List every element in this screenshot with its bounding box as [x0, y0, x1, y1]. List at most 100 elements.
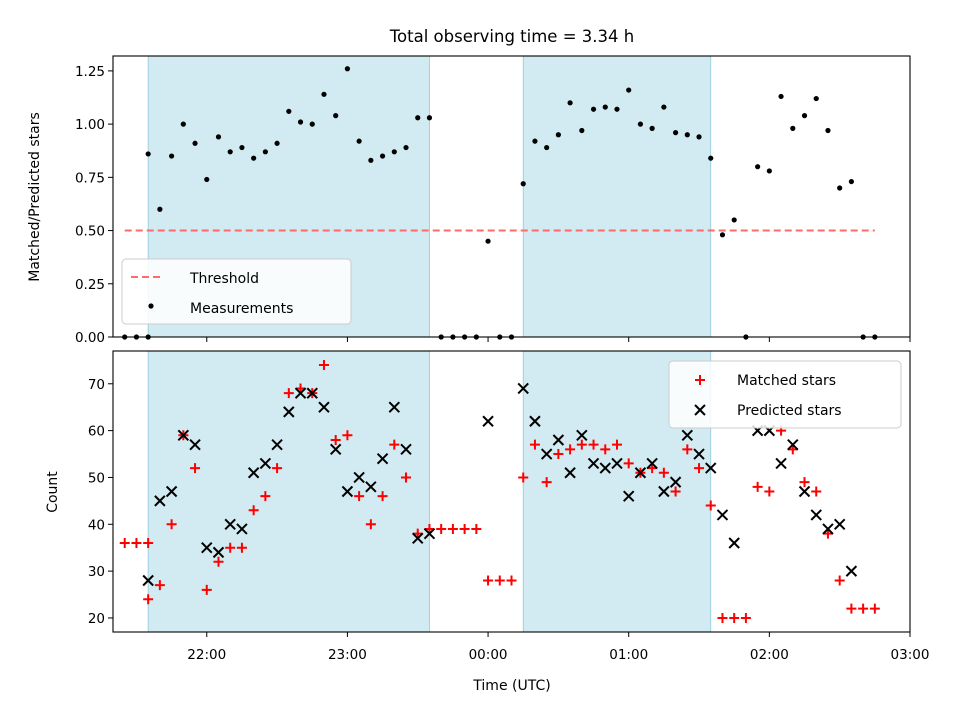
top-ytick-label-3: 0.75: [75, 170, 105, 186]
top-measurements-point-60: [813, 95, 819, 102]
x-axis-label: Time (UTC): [472, 678, 550, 694]
bottom-matched-stars-point-12: [248, 505, 259, 516]
top-measurements-point-53: [731, 217, 737, 223]
top-measurements-point-27: [426, 115, 433, 121]
top-panel: 0.00 0.25 0.50 0.75 1.00 1.25 Matched/Predict…: [27, 55, 911, 346]
bottom-predicted-stars-point-14: [306, 387, 318, 399]
bottom-matched-stars-point-53: [729, 612, 740, 623]
top-measurements-point-18: [321, 91, 327, 97]
top-measurements-point-11: [239, 144, 245, 151]
top-ytick-label-4: 1.00: [75, 117, 105, 133]
top-measurements-point-7: [192, 140, 198, 146]
top-measurements-point-39: [567, 100, 573, 106]
bottom-predicted-stars-point-24: [423, 527, 436, 540]
xtick-label-0: 22:00: [187, 647, 226, 663]
bottom-matched-stars-point-59: [799, 477, 810, 488]
bottom-predicted-stars-point-41: [693, 448, 705, 460]
bottom-matched-stars-point-47: [658, 467, 669, 478]
bottom-matched-stars-point-48: [670, 486, 681, 497]
bottom-matched-stars-point-31: [471, 523, 482, 534]
bottom-predicted-stars-point-44: [728, 537, 740, 549]
top-measurements-point-51: [708, 155, 714, 161]
bottom-matched-stars-point-42: [600, 444, 611, 455]
bottom-matched-stars-point-55: [752, 481, 763, 492]
bottom-matched-stars-point-43: [611, 439, 622, 450]
bottom-predicted-stars-point-12: [283, 406, 295, 418]
bottom-matched-stars-point-63: [846, 603, 857, 614]
bottom-predicted-stars-point-17: [341, 485, 354, 498]
bottom-matched-stars-point-52: [717, 612, 728, 623]
bottom-matched-stars-point-37: [541, 477, 552, 488]
bottom-matched-stars-point-65: [869, 603, 880, 614]
top-measurements-point-43: [614, 106, 620, 112]
legend-matched-swatch: [695, 375, 705, 385]
bottom-matched-stars-point-39: [565, 444, 576, 455]
bottom-matched-stars-point-56: [764, 486, 775, 497]
bottom-matched-stars-point-60: [811, 486, 822, 497]
bottom-matched-stars-point-64: [858, 603, 869, 614]
legend-predicted-swatch: [694, 404, 706, 416]
bottom-ytick-label-1: 30: [88, 564, 105, 580]
bottom-predicted-stars-point-0: [142, 574, 154, 587]
bottom-matched-stars-point-11: [236, 542, 247, 553]
bottom-predicted-stars-point-3: [177, 429, 190, 442]
top-measurements-point-5: [169, 153, 175, 159]
top-measurements-point-49: [684, 132, 690, 138]
bottom-y-axis-label: Count: [45, 471, 61, 513]
bottom-predicted-stars-point-30: [564, 467, 576, 479]
bottom-matched-stars-point-13: [260, 491, 271, 502]
top-measurements-point-26: [415, 115, 421, 121]
bottom-ytick-label-3: 50: [88, 470, 105, 486]
bottom-matched-stars-point-22: [365, 519, 376, 530]
top-ytick-label-2: 0.50: [75, 224, 105, 240]
bottom-predicted-stars-point-16: [329, 443, 342, 456]
top-shaded-span-1: [522, 55, 712, 338]
bottom-matched-stars-point-49: [682, 444, 693, 455]
bottom-matched-stars-point-18: [318, 360, 329, 371]
bottom-matched-stars-point-15: [283, 388, 294, 399]
top-ytick-label-1: 0.25: [75, 277, 105, 293]
bottom-predicted-stars-point-38: [658, 485, 670, 498]
bottom-predicted-stars-point-39: [669, 476, 682, 488]
bottom-ytick-label-0: 20: [88, 611, 105, 627]
bottom-predicted-stars-point-40: [681, 429, 694, 442]
bottom-predicted-stars-point-35: [622, 490, 635, 502]
top-measurements-point-25: [403, 144, 409, 151]
bottom-matched-stars-point-36: [529, 439, 540, 450]
bottom-predicted-stars-point-53: [845, 565, 858, 577]
bottom-matched-stars-point-10: [225, 542, 236, 553]
top-measurements-point-3: [145, 151, 151, 157]
bottom-matched-stars-point-29: [447, 523, 458, 534]
bottom-matched-stars-point-19: [330, 434, 341, 445]
bottom-plot-frame: [112, 350, 911, 633]
top-measurements-point-41: [590, 106, 597, 112]
top-measurements-point-35: [520, 181, 526, 187]
top-measurements-point-58: [790, 125, 796, 131]
top-measurements-point-52: [719, 232, 726, 238]
xtick-label-3: 01:00: [609, 647, 648, 663]
bottom-predicted-stars-point-2: [165, 485, 178, 498]
legend-threshold-label: Threshold: [189, 271, 259, 287]
bottom-predicted-stars-point-49: [798, 485, 811, 498]
bottom-matched-stars-point-32: [483, 575, 494, 586]
bottom-ytick-label-4: 60: [88, 424, 105, 440]
bottom-predicted-stars-point-19: [365, 481, 377, 493]
bottom-matched-stars-point-41: [588, 439, 599, 450]
bottom-matched-stars-point-25: [401, 472, 412, 483]
top-measurements-point-50: [696, 134, 702, 140]
bottom-matched-stars-point-5: [166, 519, 177, 530]
top-measurements-point-13: [262, 149, 268, 155]
bottom-predicted-stars-point-9: [247, 467, 260, 479]
top-measurements-point-48: [672, 130, 679, 136]
bottom-predicted-stars-point-18: [353, 471, 365, 484]
top-measurements-point-9: [215, 134, 222, 140]
bottom-predicted-stars-point-50: [810, 509, 822, 521]
top-measurements-point-36: [532, 138, 538, 144]
xtick-label-4: 02:00: [750, 647, 789, 663]
xtick-label-1: 23:00: [328, 647, 367, 663]
top-measurements-point-38: [555, 132, 561, 138]
bottom-predicted-stars-point-25: [482, 415, 494, 427]
top-measurements-point-61: [825, 127, 831, 134]
bottom-predicted-stars-point-43: [716, 509, 729, 521]
